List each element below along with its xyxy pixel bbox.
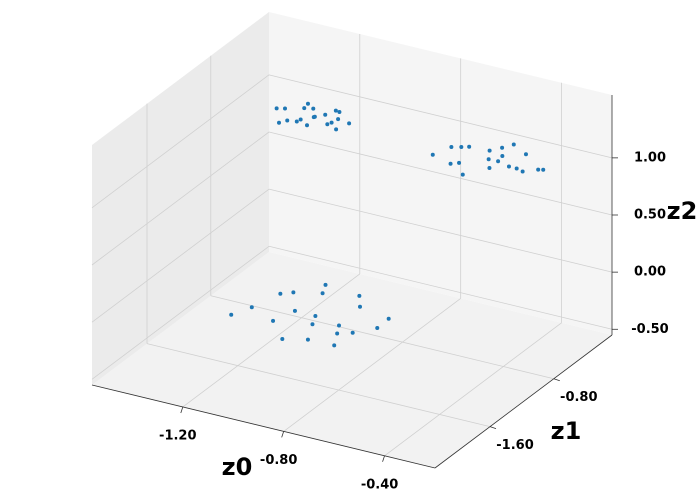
- point: [500, 154, 505, 159]
- grid-line: [91, 131, 270, 266]
- point: [467, 144, 472, 149]
- grid-line: [384, 322, 562, 457]
- grid-line: [268, 245, 613, 330]
- point: [249, 305, 254, 310]
- point: [523, 152, 528, 157]
- grid-line: [91, 74, 270, 209]
- point: [298, 117, 303, 122]
- x-tick-label: -0.40: [361, 477, 398, 492]
- point: [323, 112, 328, 117]
- grid-line: [91, 188, 270, 323]
- point: [294, 119, 299, 124]
- point: [358, 304, 363, 309]
- point: [229, 312, 234, 317]
- z-axis-label: z2: [667, 197, 698, 225]
- point: [292, 308, 297, 313]
- point: [486, 157, 491, 162]
- grid-line: [210, 295, 554, 380]
- grid-line: [283, 298, 461, 432]
- point: [487, 165, 492, 170]
- point: [386, 316, 391, 321]
- point: [335, 331, 340, 336]
- point: [500, 145, 505, 150]
- point: [277, 120, 282, 125]
- point: [305, 101, 310, 106]
- point: [274, 106, 279, 111]
- point: [430, 152, 435, 157]
- point: [357, 293, 362, 298]
- point: [310, 322, 315, 327]
- x-tick-label: -1.20: [159, 428, 196, 443]
- z-tick-label: 1.00: [634, 150, 666, 165]
- tick-mark: [180, 406, 184, 414]
- point: [460, 172, 465, 177]
- point: [333, 108, 338, 113]
- x-tick-label: -0.80: [260, 453, 297, 468]
- point: [541, 167, 546, 172]
- tick-mark: [382, 455, 385, 462]
- point: [332, 343, 337, 348]
- point: [305, 337, 310, 342]
- point: [336, 117, 341, 122]
- point: [312, 114, 317, 119]
- point: [291, 290, 296, 295]
- x-axis-label: z0: [222, 453, 253, 481]
- point: [323, 282, 328, 287]
- point: [334, 127, 339, 132]
- point: [278, 291, 283, 296]
- point: [329, 120, 334, 125]
- point: [280, 337, 285, 342]
- point: [536, 167, 541, 172]
- z-tick-label: -0.50: [631, 322, 668, 337]
- point: [457, 160, 462, 165]
- grid-line: [182, 273, 361, 408]
- point: [311, 106, 316, 111]
- grid-line: [91, 245, 270, 380]
- grid-line: [268, 188, 613, 273]
- point: [520, 169, 525, 174]
- y-tick-label: -1.60: [496, 438, 533, 453]
- floor-pane: [92, 252, 612, 468]
- point: [285, 118, 290, 123]
- point: [487, 148, 492, 153]
- z-tick-label: 0.00: [634, 265, 666, 280]
- y-tick-label: -0.80: [560, 390, 597, 405]
- grid-line: [268, 131, 613, 216]
- point: [449, 144, 454, 149]
- y-axis-label: z1: [551, 417, 582, 445]
- point: [337, 110, 342, 115]
- point: [325, 122, 330, 127]
- tick-mark: [553, 378, 560, 382]
- grid-line: [146, 343, 491, 428]
- tick-mark: [281, 431, 285, 438]
- point: [302, 106, 307, 111]
- point: [375, 326, 380, 331]
- point: [350, 330, 355, 335]
- y-axis-line: [434, 334, 613, 469]
- z-tick-label: 0.50: [634, 208, 666, 223]
- point: [448, 161, 453, 166]
- point: [514, 166, 519, 171]
- point: [282, 106, 287, 111]
- tick-mark: [489, 426, 497, 430]
- point: [337, 323, 342, 328]
- point: [506, 164, 511, 169]
- x-axis-line: [91, 384, 436, 469]
- point: [305, 123, 310, 128]
- point: [271, 318, 276, 323]
- point: [496, 159, 501, 164]
- point: [313, 313, 318, 318]
- point: [320, 291, 325, 296]
- point: [459, 144, 464, 149]
- point: [511, 142, 516, 147]
- grid-line: [268, 74, 613, 159]
- point: [347, 121, 352, 126]
